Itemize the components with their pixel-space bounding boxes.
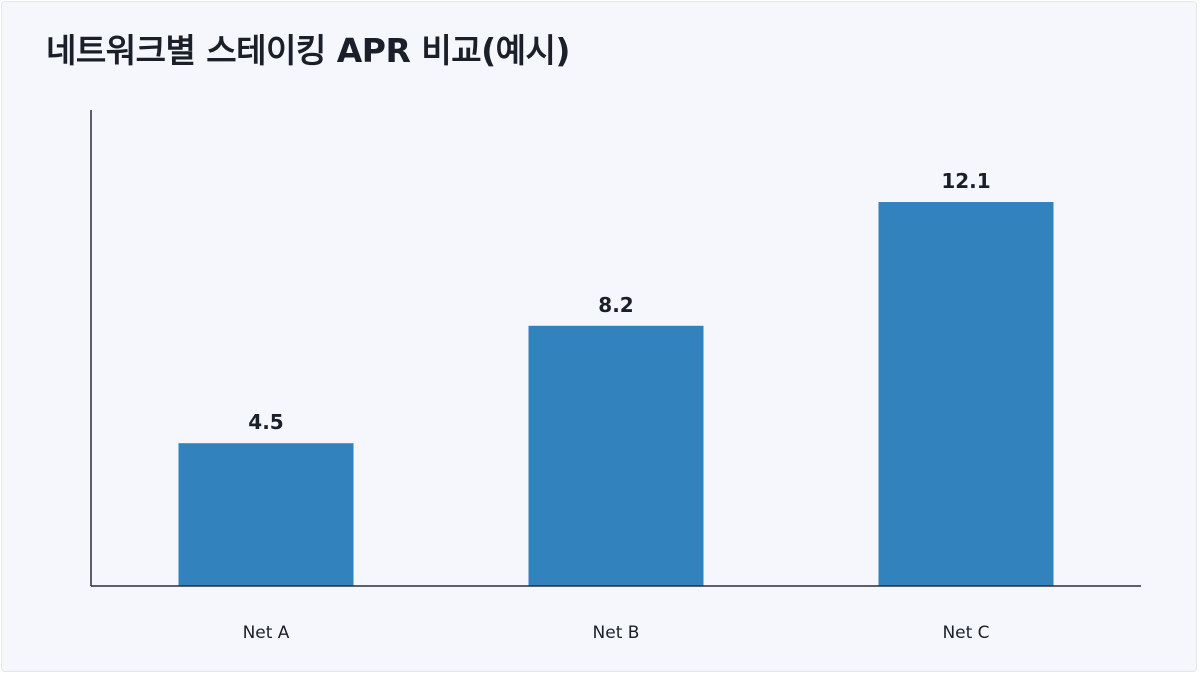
data-label-net-a: 4.5	[248, 410, 283, 434]
x-tick-label-net-c: Net C	[942, 623, 989, 643]
data-label-net-b: 8.2	[598, 293, 633, 317]
bar-net-a	[178, 443, 354, 586]
x-tick-labels-group: Net A Net B Net C	[243, 623, 990, 643]
x-tick-label-net-a: Net A	[243, 623, 290, 643]
chart-title: 네트워크별 스테이킹 APR 비교(예시)	[46, 31, 570, 70]
bar-net-c	[878, 202, 1054, 586]
bars-group	[178, 202, 1054, 586]
x-tick-label-net-b: Net B	[593, 623, 640, 643]
data-label-net-c: 12.1	[941, 169, 990, 193]
bar-net-b	[528, 325, 704, 586]
value-labels-group: 4.5 8.2 12.1	[248, 169, 990, 434]
